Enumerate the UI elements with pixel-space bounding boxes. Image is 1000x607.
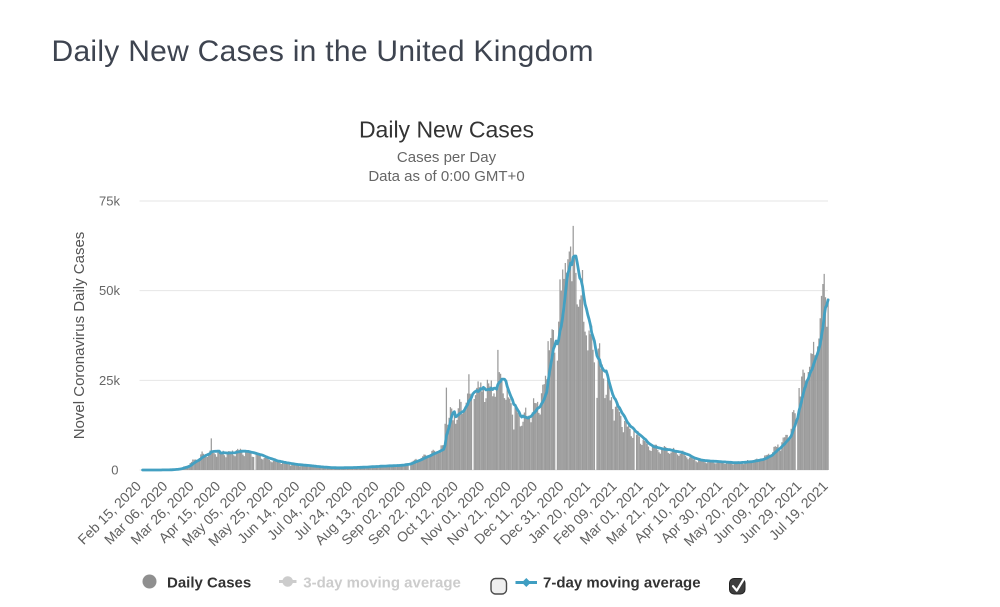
svg-text:Daily Cases: Daily Cases bbox=[167, 575, 251, 592]
svg-text:7-day moving average: 7-day moving average bbox=[543, 575, 701, 592]
svg-text:Daily New Cases in the United: Daily New Cases in the United Kingdom bbox=[52, 35, 594, 68]
svg-text:Novel Coronavirus Daily Cases: Novel Coronavirus Daily Cases bbox=[71, 232, 88, 440]
svg-text:50k: 50k bbox=[99, 283, 120, 298]
svg-text:Data as of 0:00 GMT+0: Data as of 0:00 GMT+0 bbox=[368, 168, 524, 185]
svg-text:3-day moving average: 3-day moving average bbox=[303, 575, 461, 592]
svg-text:25k: 25k bbox=[99, 373, 120, 388]
svg-text:0: 0 bbox=[111, 463, 118, 478]
svg-text:Cases per Day: Cases per Day bbox=[397, 149, 497, 166]
svg-text:75k: 75k bbox=[99, 194, 120, 209]
svg-text:Daily New Cases: Daily New Cases bbox=[359, 117, 534, 143]
